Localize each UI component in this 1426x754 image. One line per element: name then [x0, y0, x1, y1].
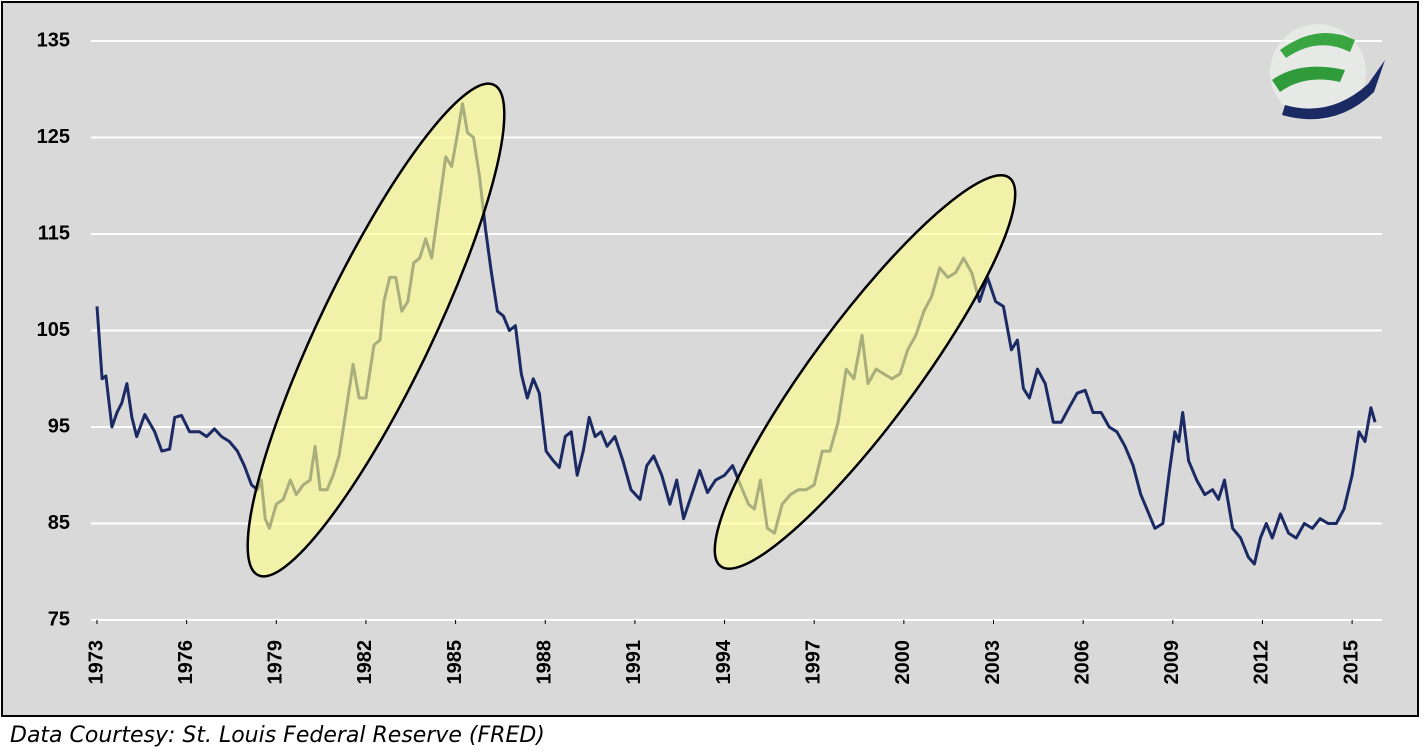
y-tick-label: 75 — [48, 608, 70, 630]
logo — [1270, 24, 1385, 120]
y-tick-label: 105 — [37, 319, 70, 341]
y-tick-label: 85 — [48, 512, 70, 534]
annotations — [246, 82, 1017, 578]
x-tick-label: 1976 — [175, 640, 197, 685]
y-tick-label: 125 — [37, 126, 70, 148]
logo-arrow — [1282, 60, 1385, 120]
logo-band — [1280, 32, 1355, 58]
x-tick-label: 2000 — [892, 640, 914, 685]
x-tick-label: 1985 — [444, 640, 466, 685]
highlight-ellipse — [246, 82, 506, 578]
x-tick-label: 1979 — [265, 640, 287, 685]
y-tick-label: 135 — [37, 29, 70, 51]
x-tick-label: 1991 — [623, 640, 645, 685]
logo-band — [1272, 66, 1345, 92]
source-note: Data Courtesy: St. Louis Federal Reserve… — [10, 723, 545, 748]
x-tick-label: 2003 — [982, 640, 1004, 685]
y-tick-label: 115 — [38, 222, 70, 244]
x-tick-label: 1997 — [802, 640, 824, 685]
x-tick-label: 2009 — [1161, 640, 1183, 685]
x-tick-label: 1988 — [534, 640, 556, 685]
y-tick-label: 95 — [48, 415, 70, 437]
x-tick-label: 2006 — [1071, 640, 1093, 685]
plot-frame — [1, 1, 1419, 717]
x-tick-label: 2015 — [1340, 640, 1362, 685]
highlight-ellipse — [713, 174, 1017, 570]
x-tick-label: 1994 — [713, 639, 735, 684]
x-tick-label: 1973 — [85, 640, 107, 685]
x-tick-label: 1982 — [354, 640, 376, 685]
x-tick-label: 2012 — [1251, 640, 1273, 685]
